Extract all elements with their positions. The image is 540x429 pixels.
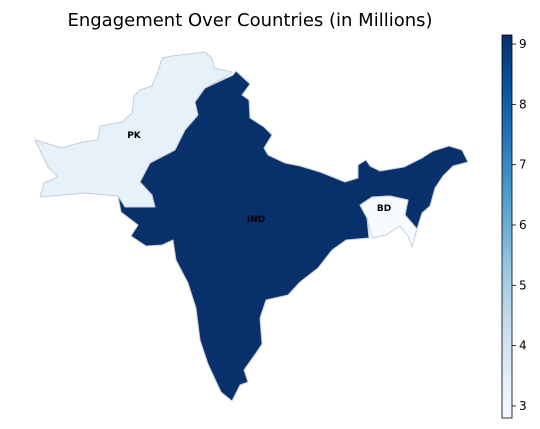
colorbar-tick-label: 5: [519, 278, 527, 292]
country-label-ind: IND: [247, 215, 265, 225]
colorbar: 3 4 5 6 7 8 9: [501, 34, 527, 419]
colorbar-tick-label: 9: [519, 37, 527, 51]
colorbar-tick-label: 3: [519, 399, 527, 413]
colorbar-tick-label: 4: [519, 339, 527, 353]
country-ind[interactable]: [117, 70, 469, 402]
map-area: PK IND BD: [34, 51, 469, 402]
country-label-pk: PK: [127, 131, 142, 141]
colorbar-tick-label: 7: [519, 158, 527, 172]
chart-title: Engagement Over Countries (in Millions): [67, 10, 432, 31]
colorbar-gradient: [501, 34, 513, 419]
country-bd[interactable]: [359, 195, 418, 248]
colorbar-tick-label: 8: [519, 97, 527, 111]
colorbar-ticks: 3 4 5 6 7 8 9: [512, 37, 527, 413]
country-label-bd: BD: [377, 204, 391, 214]
colorbar-tick-label: 6: [519, 218, 527, 232]
